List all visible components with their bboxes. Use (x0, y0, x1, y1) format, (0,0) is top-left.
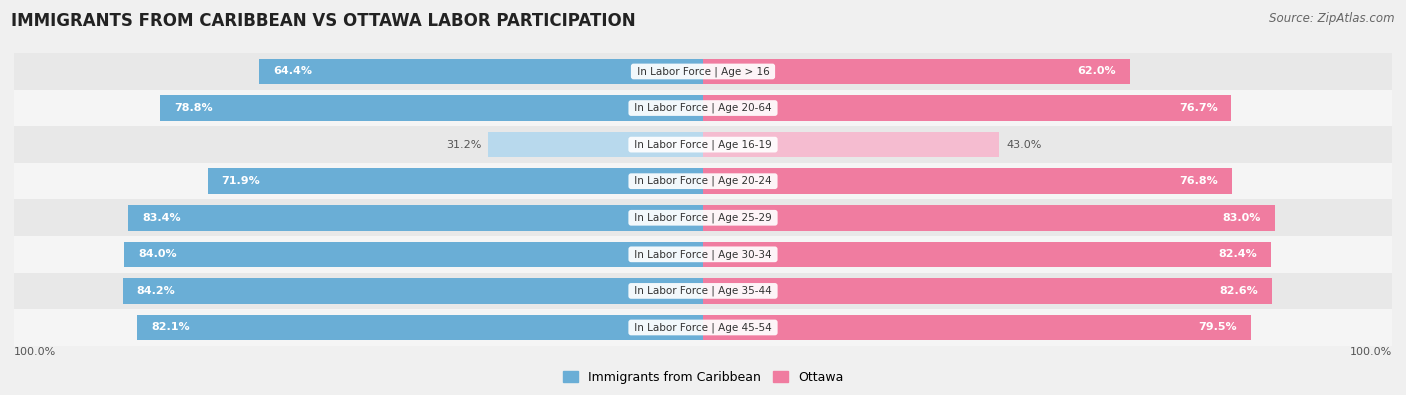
Bar (138, 315, 703, 340)
Text: 100.0%: 100.0% (14, 347, 56, 357)
Bar (488, 132, 703, 158)
Text: 31.2%: 31.2% (446, 139, 481, 150)
Bar (703, 278, 1272, 304)
Bar (703, 132, 1000, 158)
Bar (14, 309, 1392, 346)
Text: 83.0%: 83.0% (1223, 213, 1261, 223)
Bar (703, 168, 1232, 194)
Text: 76.8%: 76.8% (1180, 176, 1219, 186)
Text: 71.9%: 71.9% (221, 176, 260, 186)
Text: IMMIGRANTS FROM CARIBBEAN VS OTTAWA LABOR PARTICIPATION: IMMIGRANTS FROM CARIBBEAN VS OTTAWA LABO… (11, 12, 636, 30)
Text: In Labor Force | Age 25-29: In Labor Force | Age 25-29 (631, 213, 775, 223)
Bar (128, 205, 703, 231)
Text: 83.4%: 83.4% (142, 213, 181, 223)
Text: 79.5%: 79.5% (1198, 322, 1237, 333)
Text: 78.8%: 78.8% (174, 103, 212, 113)
Bar (14, 273, 1392, 309)
Text: 82.4%: 82.4% (1218, 249, 1257, 260)
Bar (703, 241, 1271, 267)
Bar (160, 95, 703, 121)
Text: In Labor Force | Age 16-19: In Labor Force | Age 16-19 (631, 139, 775, 150)
Bar (259, 59, 703, 84)
Bar (703, 59, 1130, 84)
Text: In Labor Force | Age 20-64: In Labor Force | Age 20-64 (631, 103, 775, 113)
Text: 43.0%: 43.0% (1007, 139, 1042, 150)
Bar (14, 90, 1392, 126)
Text: 84.0%: 84.0% (138, 249, 177, 260)
Legend: Immigrants from Caribbean, Ottawa: Immigrants from Caribbean, Ottawa (558, 366, 848, 389)
Bar (124, 241, 703, 267)
Bar (703, 95, 1232, 121)
Bar (14, 163, 1392, 199)
Bar (122, 278, 703, 304)
Text: In Labor Force | Age 30-34: In Labor Force | Age 30-34 (631, 249, 775, 260)
Bar (208, 168, 703, 194)
Text: 84.2%: 84.2% (136, 286, 176, 296)
Text: 64.4%: 64.4% (273, 66, 312, 77)
Text: In Labor Force | Age 20-24: In Labor Force | Age 20-24 (631, 176, 775, 186)
Text: In Labor Force | Age 45-54: In Labor Force | Age 45-54 (631, 322, 775, 333)
Bar (703, 205, 1275, 231)
Bar (14, 53, 1392, 90)
Text: 100.0%: 100.0% (1350, 347, 1392, 357)
Text: 82.1%: 82.1% (152, 322, 190, 333)
Bar (14, 126, 1392, 163)
Bar (14, 199, 1392, 236)
Text: Source: ZipAtlas.com: Source: ZipAtlas.com (1270, 12, 1395, 25)
Text: 82.6%: 82.6% (1219, 286, 1258, 296)
Bar (14, 236, 1392, 273)
Text: In Labor Force | Age > 16: In Labor Force | Age > 16 (634, 66, 772, 77)
Text: 62.0%: 62.0% (1078, 66, 1116, 77)
Text: 76.7%: 76.7% (1178, 103, 1218, 113)
Text: In Labor Force | Age 35-44: In Labor Force | Age 35-44 (631, 286, 775, 296)
Bar (703, 315, 1251, 340)
